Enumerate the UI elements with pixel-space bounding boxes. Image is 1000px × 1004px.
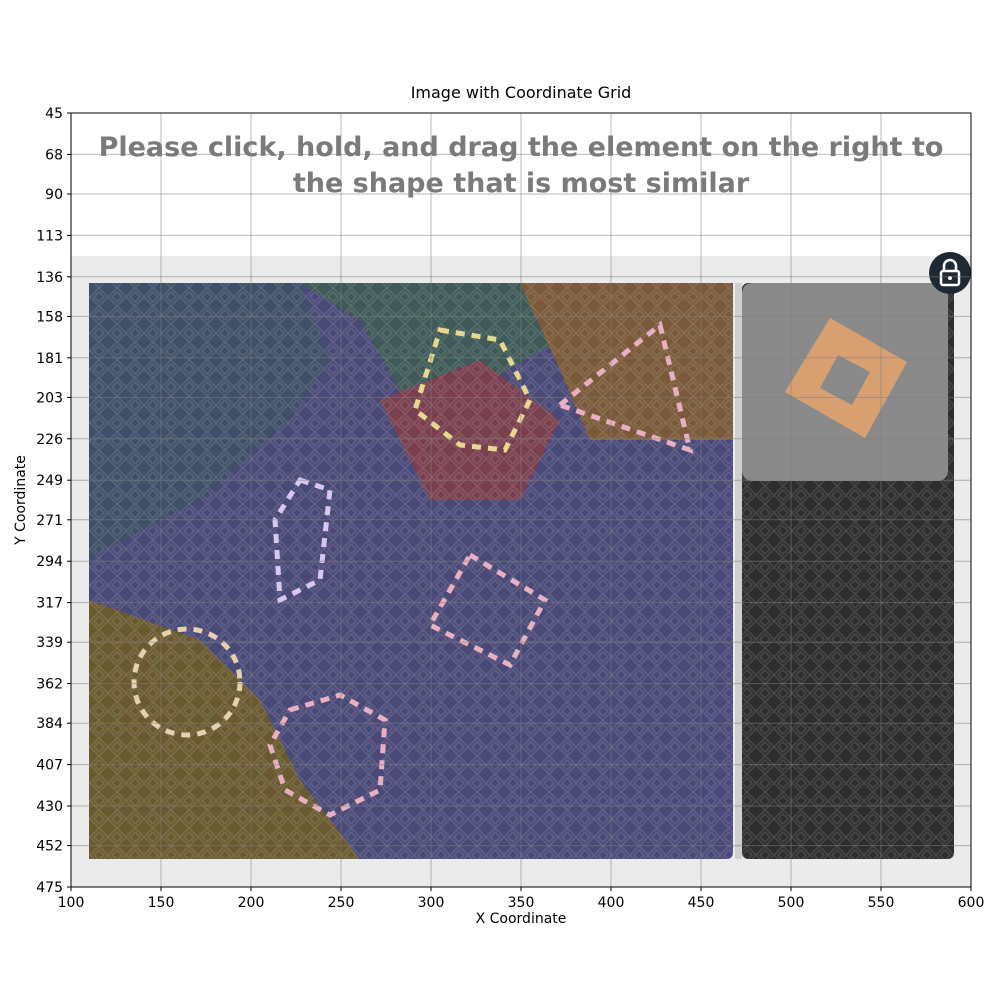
puzzle-image <box>89 283 733 859</box>
y-tick-label: 45 <box>45 106 63 122</box>
x-tick-label: 600 <box>958 895 985 911</box>
y-tick-label: 452 <box>36 839 63 855</box>
y-tick-label: 181 <box>36 351 63 367</box>
y-tick-label: 113 <box>36 228 63 244</box>
x-tick-label: 100 <box>58 895 85 911</box>
y-tick-label: 384 <box>36 716 63 732</box>
y-tick-label: 294 <box>36 554 63 570</box>
x-tick-label: 300 <box>418 895 445 911</box>
x-tick-label: 350 <box>508 895 535 911</box>
y-tick-label: 430 <box>36 799 63 815</box>
y-tick-label: 249 <box>36 473 63 489</box>
y-tick-label: 68 <box>45 147 63 163</box>
x-tick-label: 200 <box>238 895 265 911</box>
x-tick-label: 400 <box>598 895 625 911</box>
y-tick-label: 90 <box>45 187 63 203</box>
y-tick-label: 407 <box>36 758 63 774</box>
y-tick-label: 339 <box>36 635 63 651</box>
x-tick-label: 150 <box>148 895 175 911</box>
y-tick-label: 475 <box>36 880 63 896</box>
y-tick-label: 317 <box>36 596 63 612</box>
y-tick-label: 226 <box>36 432 63 448</box>
x-tick-label: 550 <box>868 895 895 911</box>
y-tick-label: 362 <box>36 677 63 693</box>
x-axis-label: X Coordinate <box>476 911 567 927</box>
x-tick-label: 250 <box>328 895 355 911</box>
chart-title: Image with Coordinate Grid <box>411 83 632 102</box>
lock-button[interactable] <box>929 252 971 294</box>
x-tick-label: 500 <box>778 895 805 911</box>
y-axis-label: Y Coordinate <box>13 455 29 546</box>
drag-piece[interactable] <box>742 283 948 481</box>
y-tick-label: 271 <box>36 513 63 529</box>
y-tick-label: 158 <box>36 309 63 325</box>
screenshot: Please click, hold, and drag the element… <box>71 132 971 887</box>
divider <box>735 283 742 859</box>
y-tick-label: 136 <box>36 270 63 286</box>
y-tick-label: 203 <box>36 390 63 406</box>
x-tick-label: 450 <box>688 895 715 911</box>
